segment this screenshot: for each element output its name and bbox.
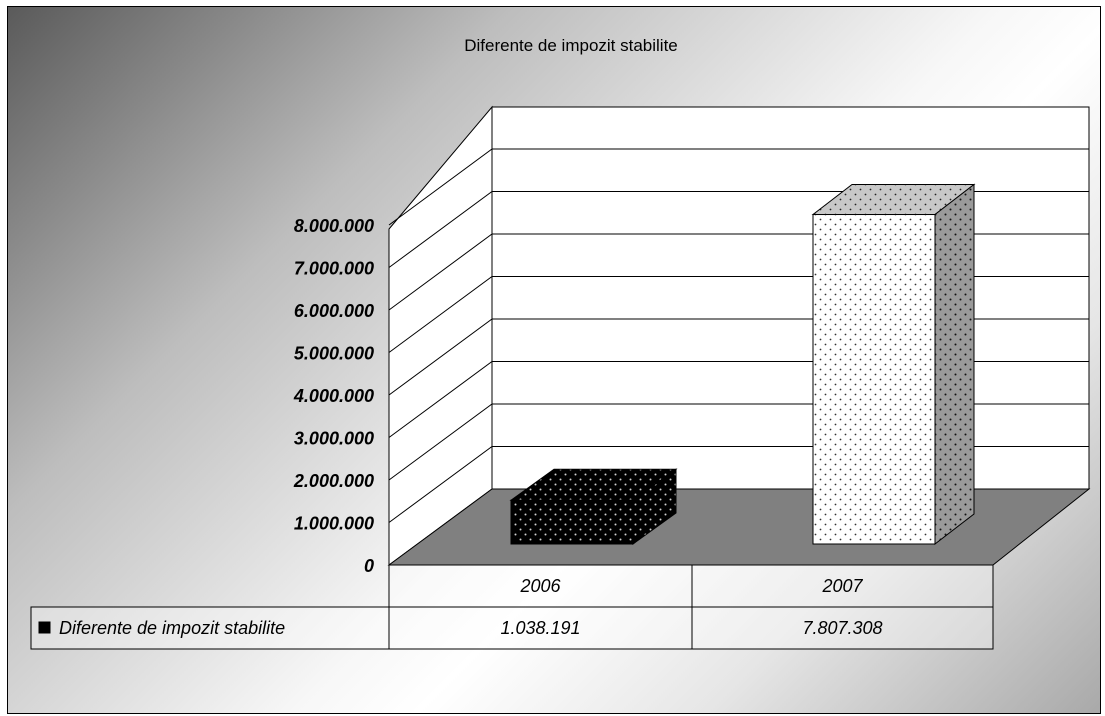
table-cell (691, 606, 994, 650)
bar-front (812, 214, 936, 545)
chart-area: Diferente de impozit stabilite 0 1.000.00… (7, 6, 1101, 714)
data-label: 1.038.191 (500, 618, 580, 638)
y-tick-label: 5.000.000 (294, 344, 374, 364)
chart-walls (387, 105, 1091, 566)
y-tick-label: 4.000.000 (293, 386, 374, 406)
x-tick-label: 2006 (519, 576, 561, 596)
y-axis: 0 1.000.000 2.000.000 3.000.000 4.000.000 5.0… (293, 216, 374, 576)
y-tick-label: 2.000.000 (293, 471, 374, 491)
data-table: 2006 1.038.191 2007 7.807.308 Diferente de i… (30, 564, 994, 650)
bar-2007 (811, 183, 976, 546)
y-tick-label: 1.000.000 (294, 514, 374, 534)
y-tick-label: 0 (364, 556, 374, 576)
bars (509, 183, 976, 546)
y-tick-label: 7.000.000 (294, 259, 374, 279)
legend-cell (30, 606, 390, 650)
legend-key (38, 621, 51, 634)
bar-2006 (509, 468, 678, 545)
legend-label: Diferente de impozit stabilite (59, 618, 285, 638)
table-cell (691, 564, 994, 608)
data-label: 7.807.308 (802, 618, 882, 638)
chart-title: Diferente de impozit stabilite (464, 36, 678, 55)
x-tick-label: 2007 (821, 576, 863, 596)
y-tick-label: 6.000.000 (294, 301, 374, 321)
gridlines (388, 148, 1089, 523)
bar-chart: Diferente de impozit stabilite 0 1.000.00… (30, 36, 1091, 650)
y-tick-label: 8.000.000 (294, 216, 374, 236)
bar-side (934, 183, 975, 546)
bar-front (510, 499, 634, 545)
gridline (388, 148, 1089, 226)
table-cell (388, 564, 693, 608)
y-tick-label: 3.000.000 (294, 429, 374, 449)
side-wall (388, 105, 493, 566)
floor (387, 488, 1091, 566)
back-wall (491, 106, 1090, 490)
